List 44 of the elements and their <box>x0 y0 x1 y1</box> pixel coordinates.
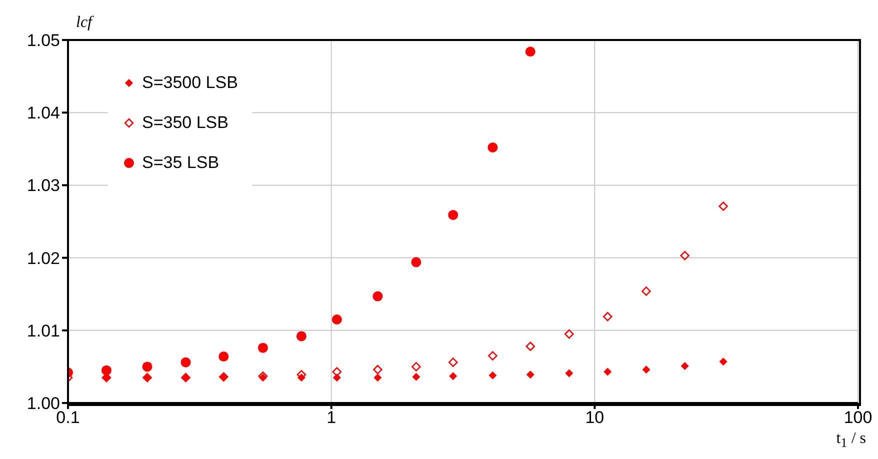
legend-label: S=3500 LSB <box>142 73 238 93</box>
x-axis-title: t$_{1}$ / s <box>836 430 866 451</box>
point <box>526 342 536 352</box>
point <box>526 370 534 379</box>
point <box>448 210 458 220</box>
point <box>564 329 574 339</box>
point <box>374 374 382 382</box>
point <box>449 372 458 380</box>
point <box>142 362 152 372</box>
point <box>258 342 268 353</box>
x-tick-label: 1 <box>326 408 336 428</box>
point <box>680 250 690 260</box>
x-tick-label: 10 <box>585 408 604 428</box>
point <box>718 202 728 211</box>
point <box>412 372 420 381</box>
point <box>411 257 422 268</box>
y-tick-label: 1.05 <box>26 31 60 50</box>
legend-label: S=350 LSB <box>142 113 228 133</box>
point <box>488 351 498 360</box>
point <box>525 46 536 57</box>
point <box>180 357 191 368</box>
y-tick-label: 1.02 <box>26 248 60 268</box>
point <box>642 366 650 374</box>
y-tick-label: 1.04 <box>26 104 60 123</box>
point <box>296 331 306 342</box>
point <box>488 371 497 380</box>
x-tick-label: 100 <box>844 408 872 428</box>
point <box>218 352 229 362</box>
y-tick-label: 1.03 <box>26 176 60 196</box>
point <box>488 142 498 152</box>
y-axis-title: lcf <box>76 14 92 32</box>
y-tick-label: 1.01 <box>26 321 60 340</box>
point <box>604 368 612 376</box>
point <box>642 286 651 296</box>
point <box>372 291 383 302</box>
point <box>373 364 382 374</box>
point <box>602 312 612 322</box>
x-tick-label: 0.1 <box>56 408 80 428</box>
point <box>412 362 421 372</box>
point <box>680 362 689 370</box>
legend-label: S=35 LSB <box>142 153 220 173</box>
point <box>719 358 728 366</box>
point <box>565 369 574 378</box>
point <box>448 358 458 367</box>
